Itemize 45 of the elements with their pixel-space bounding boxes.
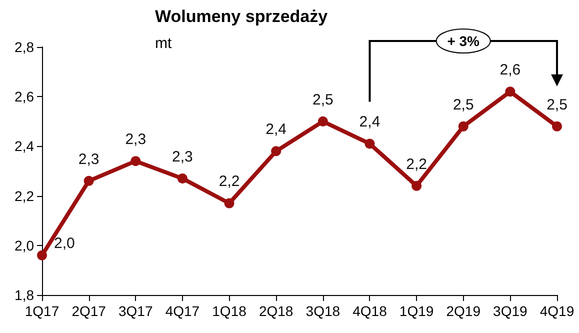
data-label: 2,3 <box>172 148 193 166</box>
x-tick-label: 1Q18 <box>212 303 247 319</box>
point <box>458 121 468 132</box>
data-label: 2,5 <box>546 96 568 114</box>
point <box>364 138 375 149</box>
data-label: 2,3 <box>125 131 146 148</box>
x-tick-label: 3Q18 <box>306 303 340 319</box>
x-tick-label: 3Q17 <box>118 303 153 319</box>
point <box>224 198 234 208</box>
data-label: 2,4 <box>359 114 380 131</box>
point <box>552 121 562 132</box>
data-label: 2,3 <box>78 150 100 168</box>
y-tick-label: 2,2 <box>14 188 34 204</box>
x-tick-label: 1Q19 <box>399 303 434 319</box>
y-tick-label: 2,4 <box>14 138 34 154</box>
x-tick-label: 3Q19 <box>493 303 528 319</box>
point <box>318 116 328 126</box>
data-label: 2,2 <box>218 173 240 190</box>
x-tick-label: 2Q18 <box>258 303 294 319</box>
point <box>84 176 94 186</box>
data-label: 2,5 <box>452 96 474 114</box>
data-label: 2,6 <box>500 62 521 79</box>
y-tick-label: 2,8 <box>14 39 34 55</box>
data-label: 2,5 <box>312 91 334 108</box>
chart-subtitle: mt <box>155 35 172 52</box>
x-tick-label: 4Q17 <box>165 303 200 319</box>
point <box>505 86 516 97</box>
x-tick-label: 4Q19 <box>540 303 574 319</box>
point <box>37 250 47 260</box>
point <box>177 173 188 184</box>
point <box>130 156 141 166</box>
point <box>412 180 422 191</box>
y-tick-label: 2,6 <box>14 88 34 105</box>
data-label: 2,4 <box>266 121 287 138</box>
y-tick-label: 1,8 <box>14 287 34 303</box>
x-tick-label: 1Q17 <box>24 303 60 319</box>
x-tick-label: 2Q19 <box>446 303 481 319</box>
point <box>271 146 282 156</box>
data-label: 2,0 <box>54 234 75 252</box>
data-label: 2,2 <box>406 156 427 173</box>
y-tick-label: 2,0 <box>14 237 34 254</box>
x-tick-label: 2Q17 <box>72 303 106 319</box>
annotation: + 3% <box>447 33 480 49</box>
x-tick-label: 4Q18 <box>352 303 388 319</box>
chart-title: Wolumeny sprzedaży <box>155 7 328 26</box>
